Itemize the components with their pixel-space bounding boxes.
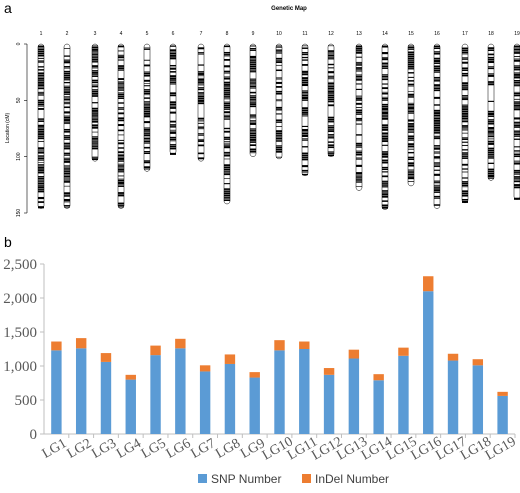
chromosome-label: 13	[356, 31, 362, 37]
indel-bar-LG19	[497, 391, 508, 396]
bar-y-tick-label: 500	[15, 393, 38, 409]
indel-bar-LG1	[51, 341, 62, 351]
snp-bar-LG16	[423, 291, 434, 434]
snp-bar-LG15	[398, 355, 409, 434]
linkage-group-3	[91, 43, 99, 162]
chromosome-label: 10	[276, 31, 282, 37]
bar-y-tick-label: 0	[30, 427, 38, 443]
chromosome-label: 19	[514, 31, 520, 37]
indel-bar-LG4	[125, 374, 136, 380]
snp-bar-LG6	[175, 348, 186, 434]
snp-bar-LG7	[199, 371, 211, 434]
snp-bar-LG8	[224, 363, 236, 434]
indel-bar-LG5	[150, 345, 161, 356]
snp-bar-LG13	[348, 358, 360, 434]
linkage-group-8	[223, 43, 231, 205]
snp-bar-LG18	[472, 365, 484, 434]
legend-swatch-snp	[198, 474, 207, 483]
chromosome-label: 15	[408, 31, 414, 37]
chromosome-label: 12	[328, 31, 334, 37]
chromosome-label: 2	[66, 31, 69, 37]
chromosome-label: 3	[94, 31, 97, 37]
chromosome-label: 16	[434, 31, 440, 37]
indel-bar-LG7	[199, 365, 211, 372]
bar-chart-plot: 05001,0001,5002,0002,500LG1LG2LG3LG4LG5L…	[3, 257, 519, 464]
linkage-group-13	[355, 43, 363, 191]
linkage-group-2	[63, 43, 71, 209]
chromosome-label: 9	[252, 31, 255, 37]
indel-bar-LG10	[274, 340, 285, 351]
chromosome-label: 4	[120, 31, 123, 37]
linkage-group-6	[169, 43, 177, 155]
legend-label-indel: InDel Number	[315, 472, 389, 486]
snp-bar-LG14	[373, 380, 384, 434]
map-y-tick-label: 100	[16, 152, 22, 161]
bar-y-tick-label: 2,500	[3, 257, 37, 273]
genetic-map-title: Genetic Map	[271, 6, 307, 12]
panel-label-a: a	[4, 0, 12, 16]
linkage-group-7	[197, 43, 205, 162]
chromosome-label: 1	[40, 31, 43, 37]
chromosome-label: 18	[488, 31, 494, 37]
legend-label-snp: SNP Number	[211, 472, 281, 486]
snp-bar-LG17	[447, 360, 459, 434]
chromosome-label: 11	[302, 31, 307, 37]
chromosome-label: 7	[200, 31, 203, 37]
map-y-tick-label: 150	[16, 209, 22, 218]
chromosome-label: 5	[146, 31, 149, 37]
indel-bar-LG13	[348, 349, 360, 359]
linkage-group-1	[37, 43, 45, 209]
bar-y-tick-label: 1,000	[3, 359, 37, 375]
indel-bar-LG6	[175, 338, 186, 349]
indel-bar-LG2	[75, 338, 87, 349]
indel-bar-LG15	[398, 347, 409, 356]
chromosome-label: 17	[462, 31, 468, 37]
indel-bar-LG8	[224, 354, 236, 364]
linkage-group-18	[487, 43, 495, 181]
snp-bar-LG11	[299, 349, 310, 434]
snp-bar-LG3	[100, 361, 112, 434]
map-y-tick-label: 50	[16, 97, 22, 103]
linkage-group-5	[143, 43, 151, 172]
indel-bar-LG14	[373, 374, 384, 381]
indel-bar-LG11	[299, 341, 310, 349]
snp-bar-LG5	[150, 355, 161, 434]
linkage-group-17	[461, 43, 469, 204]
indel-bar-LG16	[423, 276, 434, 292]
map-y-tick-label: 0	[16, 42, 22, 45]
linkage-group-19	[513, 43, 520, 200]
linkage-group-14	[381, 43, 389, 210]
linkage-group-10	[275, 43, 283, 160]
linkage-group-15	[407, 43, 415, 187]
snp-bar-LG9	[249, 377, 260, 434]
snp-bar-LG4	[125, 379, 136, 434]
linkage-group-4	[117, 43, 125, 209]
indel-bar-LG17	[447, 353, 459, 361]
snp-bar-LG12	[323, 374, 335, 434]
bar-y-tick-label: 1,500	[3, 325, 37, 341]
genetic-map-ylabel: Location (cM)	[5, 113, 11, 144]
linkage-group-12	[327, 43, 335, 157]
indel-bar-LG9	[249, 372, 260, 378]
chromosome-label: 8	[226, 31, 229, 37]
snp-bar-LG2	[75, 348, 87, 434]
panel-label-b: b	[4, 234, 12, 250]
indel-bar-LG18	[472, 359, 484, 366]
indel-bar-LG12	[323, 368, 335, 375]
chromosome-label: 14	[382, 31, 388, 37]
legend-swatch-indel	[302, 474, 311, 483]
snp-bar-LG10	[274, 350, 285, 434]
linkage-group-9	[249, 43, 257, 157]
snp-bar-LG1	[51, 350, 62, 434]
linkage-group-11	[301, 43, 309, 177]
linkage-group-16	[433, 43, 441, 209]
snp-bar-LG19	[497, 395, 508, 434]
bar-y-tick-label: 2,000	[3, 291, 37, 307]
chromosome-label: 6	[172, 31, 175, 37]
indel-bar-LG3	[100, 353, 112, 362]
